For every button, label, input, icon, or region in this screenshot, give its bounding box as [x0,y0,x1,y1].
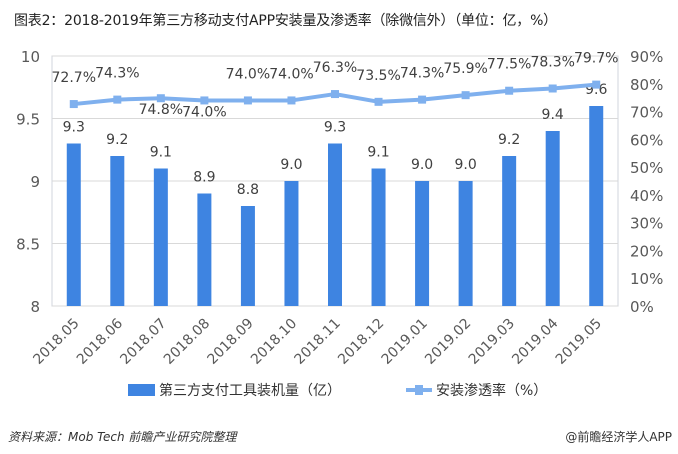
x-tick-label: 2018.06 [74,315,126,367]
line-marker [287,96,296,105]
left-tick-label: 10 [21,48,40,66]
bar-data-label: 8.8 [237,182,259,198]
right-tick-label: 20% [630,242,663,260]
right-tick-label: 10% [630,270,663,288]
x-tick-label: 2018.10 [248,316,300,368]
x-tick-label: 2018.05 [30,316,82,368]
right-y-axis: 0% 10% 20% 30% 40% 50% 60% 70% 80% 90% [630,48,663,316]
legend-item-line: 安装渗透率（%） [406,380,547,400]
left-tick-label: 9.5 [16,111,40,129]
line-data-label: 78.3% [530,55,574,71]
bar-data-label: 9.0 [411,157,433,173]
bar-data-label: 9.2 [498,132,520,148]
left-tick-label: 9 [30,173,40,191]
x-tick-label: 2019.02 [422,316,474,368]
x-tick-label: 2019.03 [466,316,518,368]
bar-data-label: 9.1 [150,145,172,161]
line-marker [331,90,339,99]
source-note: 资料来源：Mob Tech 前瞻产业研究院整理 [8,430,237,444]
chart-title: 图表2：2018-2019年第三方移动支付APP安装量及渗透率（除微信外）（单位… [14,13,557,29]
bar [284,181,299,306]
bar-data-label: 9.1 [367,145,389,161]
bar-data-label: 8.9 [193,170,215,186]
right-tick-label: 30% [630,215,663,233]
line-data-label: 74.3% [95,66,139,82]
line-marker [418,95,427,104]
line-data-label: 77.5% [487,57,531,73]
line-marker [113,95,122,104]
legend-item-bar: 第三方支付工具装机量（亿） [128,380,341,400]
x-tick-label: 2018.08 [161,316,213,368]
right-tick-label: 0% [630,298,654,316]
line-marker [505,86,514,95]
line-data-label: 73.5% [356,68,400,84]
bar [328,143,342,306]
left-tick-label: 8 [30,298,40,316]
legend-bar-swatch-icon [128,384,155,396]
line-data-label: 72.7% [52,70,96,86]
right-tick-label: 90% [630,48,663,66]
legend-bar-label: 第三方支付工具装机量（亿） [159,383,341,399]
line-marker [592,80,601,89]
line-data-labels: 72.7% 74.3%74.8% 74.0%74.0% 74.0% 76.3% 73.5%… [52,51,619,121]
bar-series [66,106,604,306]
line-marker [548,84,557,93]
x-tick-label: 2018.12 [335,316,387,368]
line-marker [374,97,383,106]
bar [589,106,604,306]
bar [545,131,560,306]
bar [371,168,386,306]
bar [153,168,168,306]
bar-data-label: 9.4 [542,107,564,123]
line-data-label: 74.0% [182,104,226,120]
bar-data-label: 9.0 [280,157,302,173]
bar [110,156,125,306]
line-marker [156,94,165,103]
line-data-label: 74.8% [139,102,183,118]
x-axis: 2018.052018.062018.072018.082018.092018.… [30,315,605,367]
bar [458,181,473,306]
line-marker [461,91,470,100]
line-marker [243,96,252,105]
bar [197,193,212,306]
legend-line-swatch-icon [406,385,432,395]
right-tick-label: 60% [630,131,663,149]
left-y-axis: 8 8.5 9 9.5 10 [16,48,40,316]
bar-data-label: 9.2 [106,132,128,148]
bar-data-label: 9.3 [324,120,346,136]
line-data-label: 79.7% [574,51,618,67]
right-tick-label: 50% [630,159,663,177]
line-data-label: 75.9% [443,61,487,77]
bar-data-label: 9.3 [63,120,85,136]
bar [66,143,81,306]
line-data-label: 74.3% [400,66,444,82]
legend-line-label: 安装渗透率（%） [436,383,548,399]
x-tick-label: 2018.09 [204,316,256,368]
line-data-label: 74.0% [269,66,313,82]
x-tick-label: 2019.05 [553,316,605,368]
right-tick-label: 70% [630,104,663,122]
line-marker [200,96,209,105]
line-marker [69,100,78,109]
x-tick-label: 2018.07 [117,316,169,368]
bar [415,181,430,306]
x-tick-label: 2019.01 [379,316,431,368]
line-data-label: 76.3% [313,60,357,76]
credit-note: @前瞻经济学人APP [565,430,672,444]
x-tick-label: 2018.11 [292,316,344,368]
bar [240,206,255,306]
line-data-label: 74.0% [226,66,270,82]
right-tick-label: 80% [630,76,663,94]
left-tick-label: 8.5 [16,236,40,254]
bar-data-label: 9.0 [454,157,476,173]
x-tick-label: 2019.04 [509,315,561,367]
right-tick-label: 40% [630,187,663,205]
bar [502,156,517,306]
line-series [69,80,601,109]
